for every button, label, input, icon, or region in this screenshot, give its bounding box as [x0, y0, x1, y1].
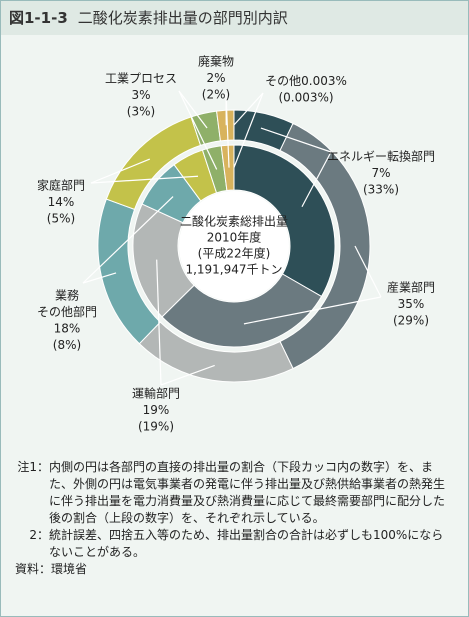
leader-line — [243, 296, 382, 325]
category-label: 廃棄物 — [198, 54, 234, 69]
center-text: 二酸化炭素総排出量 — [180, 214, 288, 229]
note-text: 内側の円は各部門の直接の排出量の割合（下段カッコ内の数字）を、また、外側の円は電… — [49, 460, 446, 525]
category-label: その他部門 — [37, 304, 97, 319]
notes: 注1： 内側の円は各部門の直接の排出量の割合（下段カッコ内の数字）を、また、外側の… — [15, 459, 455, 578]
leader-line — [178, 90, 218, 170]
leader-line — [233, 92, 264, 126]
leader-line — [82, 196, 174, 284]
inner-value-label: (5%) — [47, 212, 75, 226]
note-label: 注1： — [17, 460, 49, 474]
leader-line — [225, 92, 230, 168]
category-label: 運輸部門 — [132, 386, 180, 401]
category-label: その他0.003% — [265, 74, 347, 88]
source: 資料：環境省 — [15, 562, 88, 576]
outer-value-label: 35% — [398, 297, 425, 311]
outer-value-label: 0.003% — [301, 74, 347, 88]
inner-value-label: (33%) — [363, 183, 399, 197]
outer-value-label: 14% — [48, 195, 75, 209]
leader-line — [233, 92, 264, 168]
note: 2： 統計誤差、四捨五入等のため、排出量割合の合計は必ずしも100%にならないこと… — [15, 527, 455, 561]
category-label: 業務 — [55, 289, 79, 303]
inner-value-label: (3%) — [127, 105, 155, 119]
leader-line — [301, 151, 332, 208]
title-bar: 図1-1-3 二酸化炭素排出量の部門別内訳 — [1, 1, 468, 35]
pie-slice — [233, 144, 336, 298]
note-text: 統計誤差、四捨五入等のため、排出量割合の合計は必ずしも100%にならないことがあ… — [49, 528, 444, 559]
leader-line — [260, 127, 332, 153]
outer-value-label: 2% — [206, 71, 225, 85]
note: 注1： 内側の円は各部門の直接の排出量の割合（下段カッコ内の数字）を、また、外側の… — [15, 459, 455, 527]
inner-value-label: (2%) — [202, 88, 230, 102]
center-disc — [179, 191, 289, 301]
figure-number: 図1-1-3 — [9, 9, 68, 27]
leader-line — [90, 158, 151, 184]
outer-value-label: 3% — [131, 88, 150, 102]
outer-value-label: 19% — [143, 403, 170, 417]
note-label: 2： — [29, 528, 49, 542]
outer-value-label: 18% — [54, 322, 81, 336]
center-text: (平成22年度) — [198, 246, 271, 261]
leader-line — [160, 364, 215, 386]
inner-value-label: (8%) — [53, 338, 81, 352]
inner-value-label: (29%) — [393, 314, 429, 328]
category-name: その他 — [265, 74, 301, 88]
chart-title: 二酸化炭素排出量の部門別内訳 — [77, 9, 288, 27]
category-label: 産業部門 — [387, 280, 435, 295]
inner-value-label: (0.003%) — [278, 91, 333, 105]
leader-line — [156, 259, 162, 386]
leader-line — [90, 175, 199, 184]
center-text: 1,191,947千トン — [185, 263, 282, 277]
outer-value-label: 7% — [371, 166, 390, 180]
pie-slice — [161, 273, 323, 348]
center-text: 2010年度 — [207, 230, 262, 245]
category-label: 工業プロセス — [105, 72, 177, 86]
inner-value-label: (19%) — [138, 420, 174, 434]
category-label: エネルギー転換部門 — [327, 149, 435, 164]
leader-line — [354, 245, 382, 298]
category-label: 家庭部門 — [37, 178, 85, 193]
leader-line — [178, 90, 208, 129]
leader-line — [82, 272, 117, 284]
